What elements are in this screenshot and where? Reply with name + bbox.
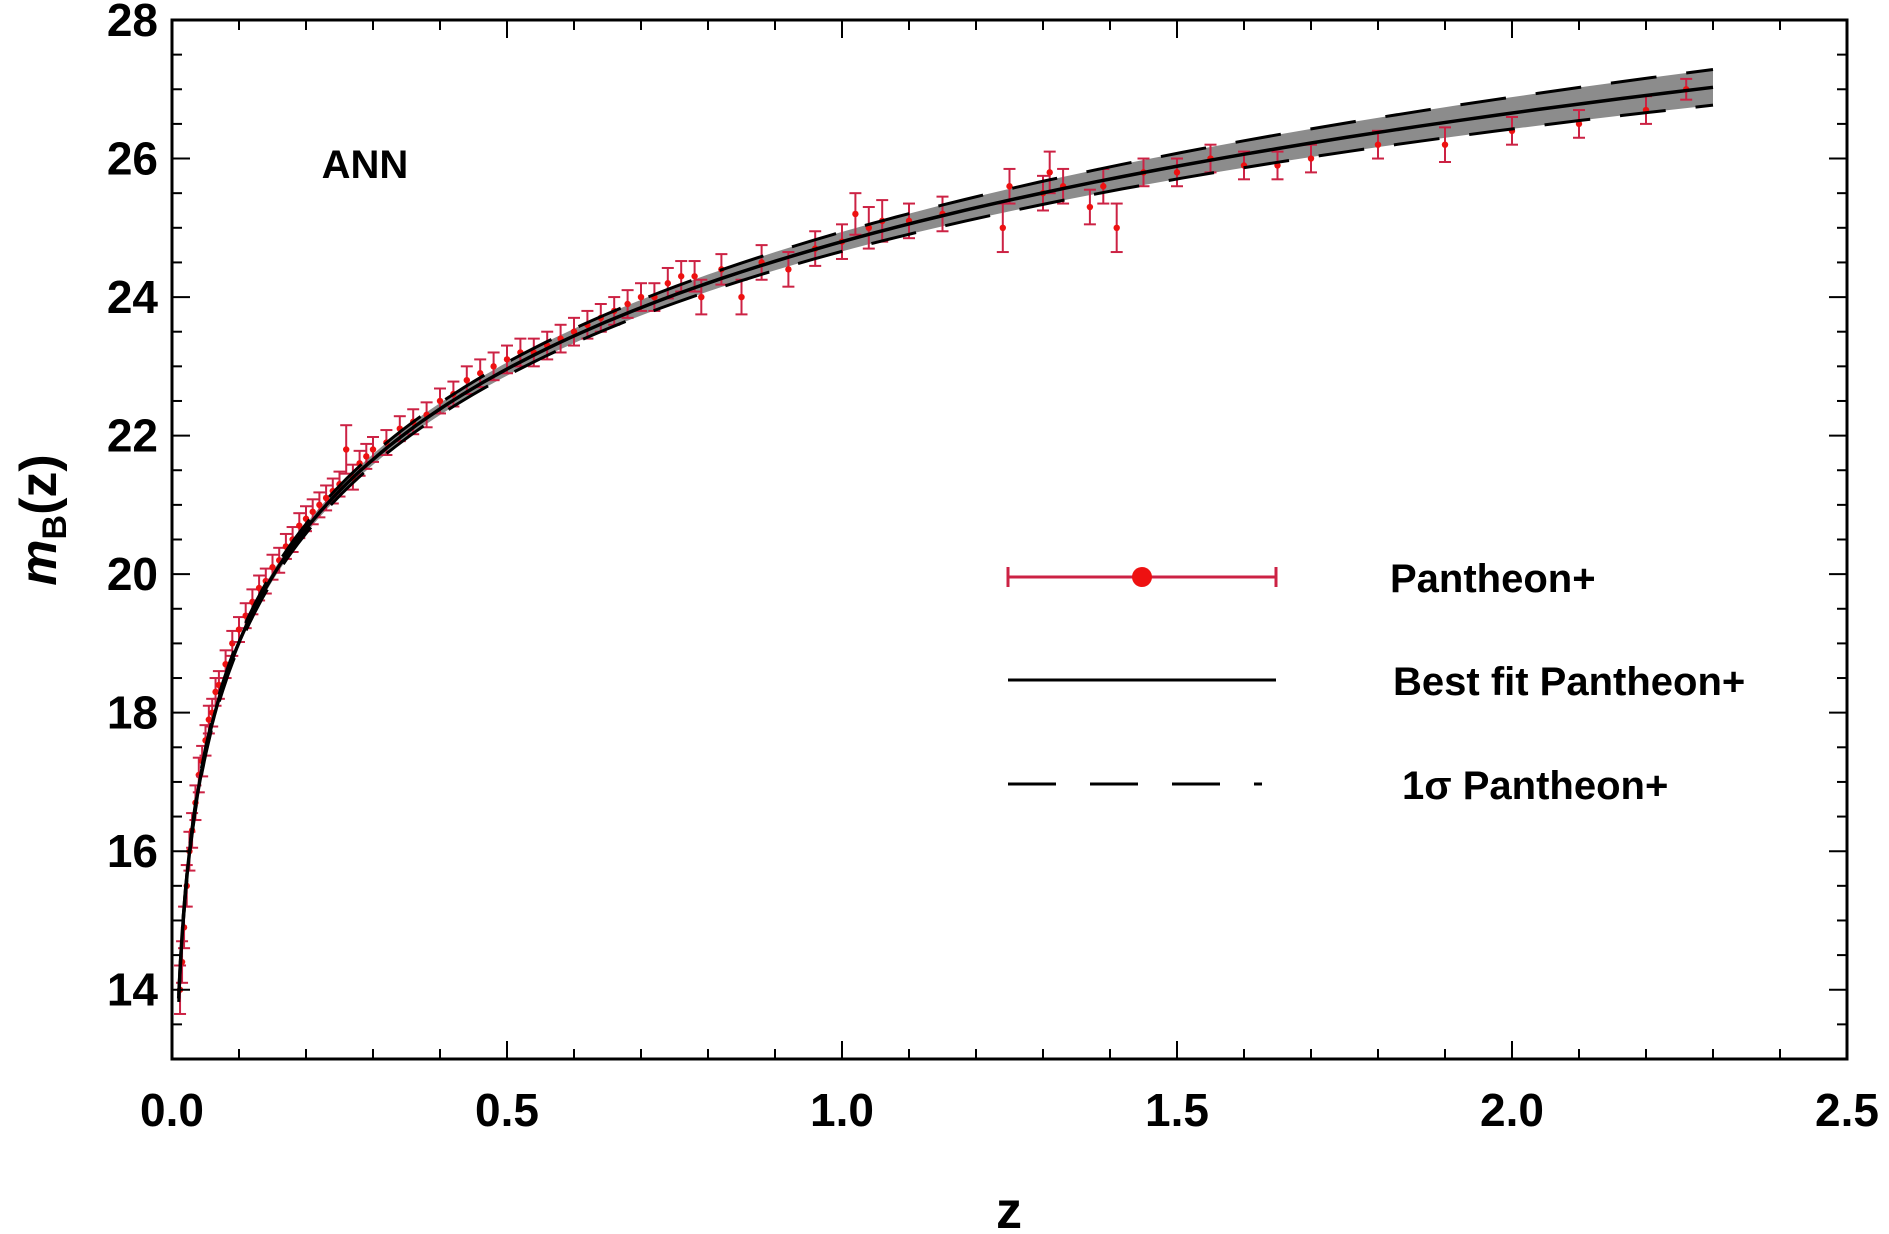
data-marker <box>343 446 350 453</box>
data-marker <box>637 293 645 301</box>
y-tick-label: 16 <box>107 825 158 877</box>
data-marker <box>1046 169 1053 176</box>
data-marker <box>296 522 303 529</box>
data-marker <box>1307 155 1315 162</box>
x-tick-label: 1.5 <box>1145 1084 1209 1136</box>
legend-label-best-fit: Best fit Pantheon+ <box>1393 660 1745 704</box>
data-marker <box>1100 183 1107 190</box>
x-tick-label: 2.0 <box>1480 1084 1544 1136</box>
data-point-32 <box>340 424 353 475</box>
y-tick-label: 14 <box>107 964 159 1016</box>
data-marker <box>205 716 213 723</box>
data-marker <box>322 494 330 502</box>
data-marker <box>463 376 470 384</box>
data-point-51 <box>568 316 580 347</box>
x-tick-label: 1.0 <box>810 1084 874 1136</box>
data-point-78 <box>1083 188 1096 226</box>
legend-item-data: Pantheon+ <box>1006 557 1596 601</box>
x-tick-label: 2.5 <box>1815 1084 1879 1136</box>
data-marker <box>1173 169 1181 176</box>
data-point-74 <box>1003 167 1016 205</box>
legend-data-marker <box>1132 567 1152 587</box>
data-point-77 <box>1057 167 1070 205</box>
data-marker <box>698 293 705 301</box>
y-tick-label: 26 <box>107 133 158 185</box>
y-axis-label-tail: (z) <box>10 454 68 515</box>
y-tick-label: 28 <box>107 0 158 46</box>
axis-tick-labels: 0.0 0.5 1.0 1.5 2.0 2.5 14 16 18 20 22 24 26 28 <box>107 0 1879 1136</box>
data-marker <box>1441 141 1449 148</box>
y-axis-label: mB(z) <box>10 454 74 585</box>
data-marker <box>436 397 444 405</box>
x-axis-label: z <box>996 1182 1022 1234</box>
data-point-90 <box>1573 109 1585 139</box>
y-tick-label: 20 <box>107 548 158 600</box>
data-marker <box>691 273 698 280</box>
data-marker <box>999 224 1006 231</box>
y-axis-label-subscript: B <box>36 515 74 540</box>
data-marker <box>212 688 219 696</box>
x-tick-label: 0.0 <box>140 1084 204 1136</box>
data-marker <box>1374 141 1382 148</box>
legend-label-sigma: 1σ Pantheon+ <box>1402 764 1668 808</box>
data-marker <box>738 293 745 301</box>
data-marker <box>316 501 323 509</box>
data-marker <box>1575 120 1583 128</box>
data-point-80 <box>1110 202 1123 254</box>
data-point-43 <box>460 365 473 396</box>
data-marker <box>269 564 276 571</box>
y-tick-label: 18 <box>107 687 158 739</box>
x-tick-label: 0.5 <box>475 1084 539 1136</box>
data-marker <box>503 356 511 363</box>
legend: Pantheon+ Best fit Pantheon+ 1σ Pantheon… <box>1006 557 1745 808</box>
data-point-82 <box>1171 157 1183 188</box>
y-tick-label: 24 <box>107 271 159 323</box>
data-marker <box>1113 224 1120 231</box>
data-marker <box>309 508 316 515</box>
data-marker <box>785 266 792 273</box>
y-tick-label: 22 <box>107 410 158 462</box>
data-marker <box>369 446 377 453</box>
data-point-68 <box>849 192 862 236</box>
y-axis-label-main: m <box>10 539 68 585</box>
best-fit-line <box>176 85 1714 999</box>
data-marker <box>1086 203 1094 211</box>
fit-lines-layer <box>176 68 1714 1002</box>
sigma-upper-line <box>177 68 1714 995</box>
data-marker <box>624 300 631 308</box>
data-marker <box>1006 183 1013 190</box>
legend-item-sigma: 1σ Pantheon+ <box>1008 764 1668 808</box>
data-point-88 <box>1439 126 1451 163</box>
data-marker <box>852 210 859 218</box>
annotation-label: ANN <box>322 143 409 187</box>
legend-label-data: Pantheon+ <box>1390 557 1596 601</box>
data-marker <box>477 370 484 377</box>
data-marker <box>678 273 685 280</box>
data-marker <box>490 363 497 370</box>
data-point-12 <box>209 677 222 707</box>
legend-item-best-fit: Best fit Pantheon+ <box>1008 660 1745 704</box>
data-marker <box>363 453 370 460</box>
axis-ticks <box>171 19 1848 1060</box>
data-marker <box>664 280 671 287</box>
